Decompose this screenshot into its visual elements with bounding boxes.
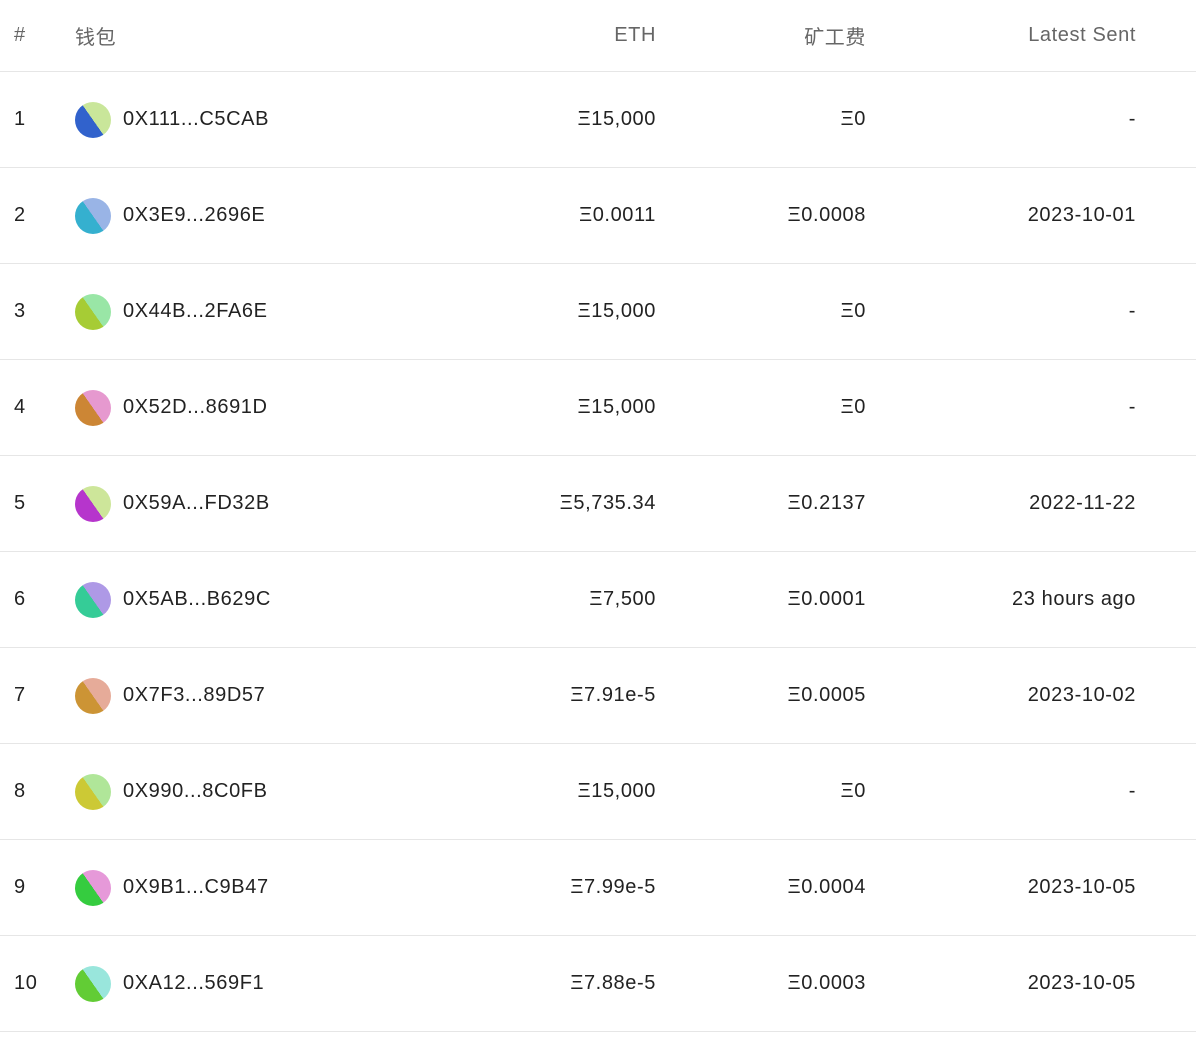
wallet-cell[interactable]: 0X44B...2FA6E (75, 293, 455, 330)
wallet-cell[interactable]: 0X990...8C0FB (75, 773, 455, 810)
latest-sent: 2023-10-02 (866, 647, 1136, 744)
eth-balance: Ξ15,000 (455, 743, 656, 840)
eth-balance: Ξ7.91e-5 (455, 647, 656, 744)
table-row[interactable]: 4 0X52D...8691D Ξ15,000 Ξ0 - (0, 359, 1196, 456)
miner-fee: Ξ0 (656, 263, 866, 360)
table-row[interactable]: 6 0X5AB...B629C Ξ7,500 Ξ0.0001 23 hours … (0, 551, 1196, 648)
header-eth[interactable]: ETH (455, 0, 656, 72)
row-index: 8 (0, 743, 75, 840)
miner-fee: Ξ0 (656, 743, 866, 840)
wallet-avatar-icon (75, 485, 111, 522)
eth-balance: Ξ15,000 (455, 71, 656, 168)
wallet-address[interactable]: 0X7F3...89D57 (123, 684, 266, 706)
miner-fee: Ξ0 (656, 71, 866, 168)
latest-sent: - (866, 743, 1136, 840)
row-index: 10 (0, 935, 75, 1032)
wallet-address[interactable]: 0X111...C5CAB (123, 108, 270, 130)
wallet-address[interactable]: 0X52D...8691D (123, 396, 268, 418)
eth-balance: Ξ7.88e-5 (455, 935, 656, 1032)
eth-balance: Ξ15,000 (455, 263, 656, 360)
table-row[interactable]: 2 0X3E9...2696E Ξ0.0011 Ξ0.0008 2023-10-… (0, 167, 1196, 264)
latest-sent: 2022-11-22 (866, 455, 1136, 552)
row-index: 2 (0, 167, 75, 264)
wallet-avatar-icon (75, 677, 111, 714)
header-wallet: 钱包 (75, 0, 455, 72)
row-index: 3 (0, 263, 75, 360)
wallet-cell[interactable]: 0X59A...FD32B (75, 485, 455, 522)
wallet-address[interactable]: 0X9B1...C9B47 (123, 876, 269, 898)
wallet-cell[interactable]: 0XA12...569F1 (75, 965, 455, 1002)
eth-balance: Ξ15,000 (455, 359, 656, 456)
row-index: 1 (0, 71, 75, 168)
latest-sent: 2023-10-05 (866, 839, 1136, 936)
latest-sent: - (866, 359, 1136, 456)
table-row[interactable]: 7 0X7F3...89D57 Ξ7.91e-5 Ξ0.0005 2023-10… (0, 647, 1196, 744)
miner-fee: Ξ0 (656, 359, 866, 456)
table-header-row: # 钱包 ETH 矿工费 Latest Sent (0, 0, 1196, 72)
table-row[interactable]: 5 0X59A...FD32B Ξ5,735.34 Ξ0.2137 2022-1… (0, 455, 1196, 552)
table-row[interactable]: 10 0XA12...569F1 Ξ7.88e-5 Ξ0.0003 2023-1… (0, 935, 1196, 1032)
eth-balance: Ξ7,500 (455, 551, 656, 648)
wallet-address[interactable]: 0X44B...2FA6E (123, 300, 268, 322)
eth-balance: Ξ5,735.34 (455, 455, 656, 552)
wallet-avatar-icon (75, 581, 111, 618)
row-index: 9 (0, 839, 75, 936)
wallet-avatar-icon (75, 773, 111, 810)
wallet-cell[interactable]: 0X3E9...2696E (75, 197, 455, 234)
eth-balance: Ξ0.0011 (455, 167, 656, 264)
wallet-cell[interactable]: 0X111...C5CAB (75, 101, 455, 138)
wallet-cell[interactable]: 0X52D...8691D (75, 389, 455, 426)
miner-fee: Ξ0.0008 (656, 167, 866, 264)
table-row[interactable]: 1 0X111...C5CAB Ξ15,000 Ξ0 - (0, 71, 1196, 168)
table-row[interactable]: 9 0X9B1...C9B47 Ξ7.99e-5 Ξ0.0004 2023-10… (0, 839, 1196, 936)
latest-sent: 2023-10-05 (866, 935, 1136, 1032)
wallet-address[interactable]: 0XA12...569F1 (123, 972, 265, 994)
wallet-avatar-icon (75, 101, 111, 138)
miner-fee: Ξ0.0003 (656, 935, 866, 1032)
wallet-address[interactable]: 0X3E9...2696E (123, 204, 266, 226)
wallet-cell[interactable]: 0X5AB...B629C (75, 581, 455, 618)
wallet-address[interactable]: 0X990...8C0FB (123, 780, 268, 802)
wallet-avatar-icon (75, 389, 111, 426)
eth-balance: Ξ7.99e-5 (455, 839, 656, 936)
miner-fee: Ξ0.0005 (656, 647, 866, 744)
table-row[interactable]: 3 0X44B...2FA6E Ξ15,000 Ξ0 - (0, 263, 1196, 360)
miner-fee: Ξ0.0004 (656, 839, 866, 936)
header-latest-sent[interactable]: Latest Sent (866, 0, 1136, 72)
miner-fee: Ξ0.0001 (656, 551, 866, 648)
row-index: 6 (0, 551, 75, 648)
row-index: 4 (0, 359, 75, 456)
wallet-avatar-icon (75, 197, 111, 234)
header-index: # (0, 0, 75, 72)
wallet-cell[interactable]: 0X9B1...C9B47 (75, 869, 455, 906)
wallet-avatar-icon (75, 965, 111, 1002)
latest-sent: 2023-10-01 (866, 167, 1136, 264)
wallet-address[interactable]: 0X59A...FD32B (123, 492, 270, 514)
latest-sent: - (866, 71, 1136, 168)
table-row[interactable]: 8 0X990...8C0FB Ξ15,000 Ξ0 - (0, 743, 1196, 840)
row-index: 5 (0, 455, 75, 552)
miner-fee: Ξ0.2137 (656, 455, 866, 552)
wallet-avatar-icon (75, 293, 111, 330)
wallet-avatar-icon (75, 869, 111, 906)
row-index: 7 (0, 647, 75, 744)
header-fee[interactable]: 矿工费 (656, 0, 866, 72)
latest-sent: - (866, 263, 1136, 360)
latest-sent: 23 hours ago (866, 551, 1136, 648)
wallet-cell[interactable]: 0X7F3...89D57 (75, 677, 455, 714)
wallet-address[interactable]: 0X5AB...B629C (123, 588, 271, 610)
